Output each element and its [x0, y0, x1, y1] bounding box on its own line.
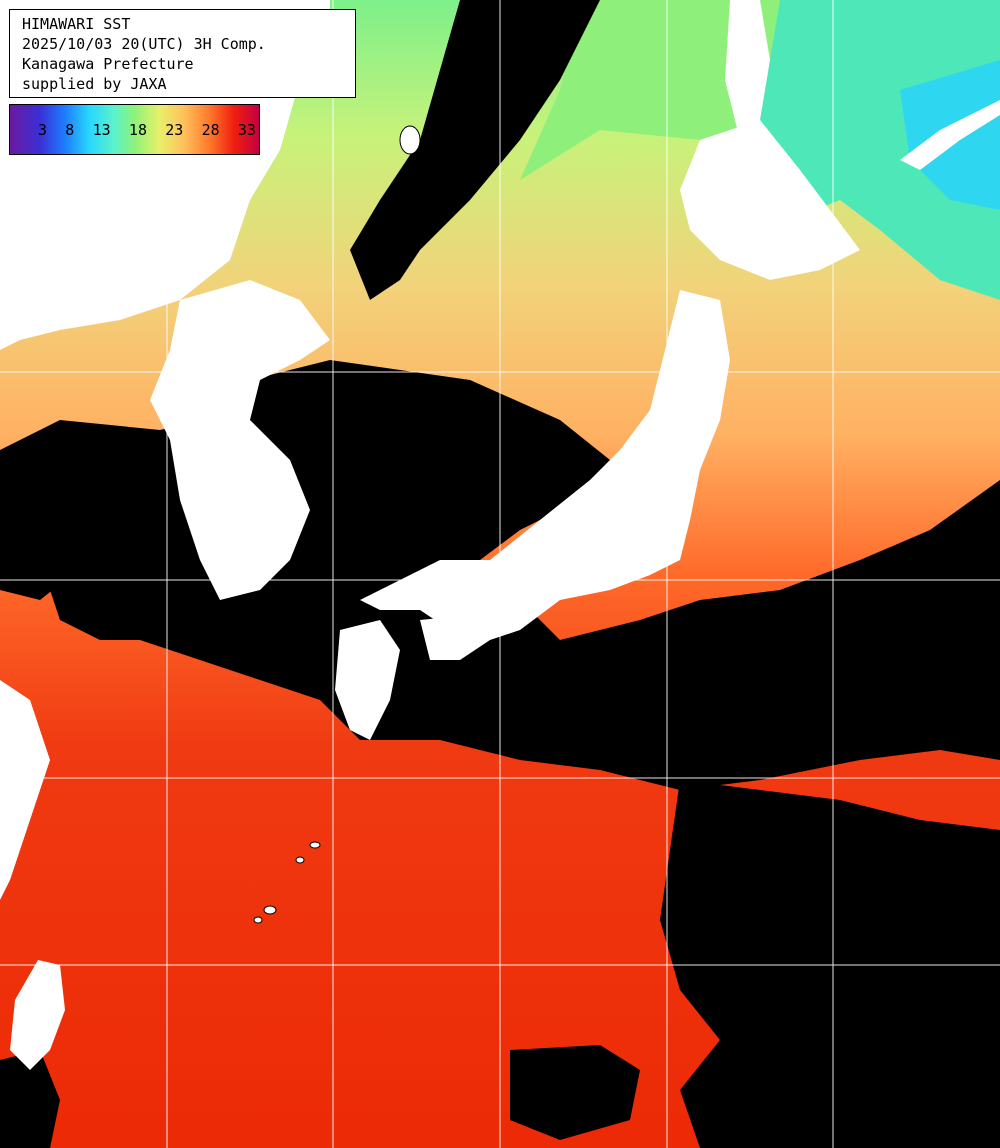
cold-water-ne	[740, 0, 1000, 300]
map-region: Kanagawa Prefecture	[22, 55, 194, 73]
legend-tick: 8	[65, 120, 75, 139]
land-korea	[150, 280, 330, 600]
land-shikoku	[420, 615, 490, 660]
land-china-coast	[0, 680, 50, 900]
land-hokkaido	[680, 120, 860, 280]
land-taiwan	[10, 960, 65, 1070]
legend-tick: 33	[237, 120, 256, 139]
legend-tick: 13	[92, 120, 111, 139]
legend-tick: 28	[201, 120, 220, 139]
legend-tick: 23	[165, 120, 184, 139]
map-info-box: HIMAWARI SST 2025/10/03 20(UTC) 3H Comp.…	[9, 9, 356, 98]
land-sakhalin	[725, 0, 770, 140]
map-timestamp: 2025/10/03 20(UTC) 3H Comp.	[22, 35, 266, 53]
land-honshu	[360, 290, 730, 640]
legend-tick: 18	[128, 120, 147, 139]
land-kyushu	[335, 620, 400, 740]
map-credit: supplied by JAXA	[22, 75, 167, 93]
island-chain	[253, 125, 421, 924]
map-title: HIMAWARI SST	[22, 15, 131, 33]
land-kuril	[900, 100, 1000, 170]
legend-tick: 3	[38, 120, 48, 139]
temperature-legend: 3 8 13 18 23 28 33	[9, 104, 260, 155]
